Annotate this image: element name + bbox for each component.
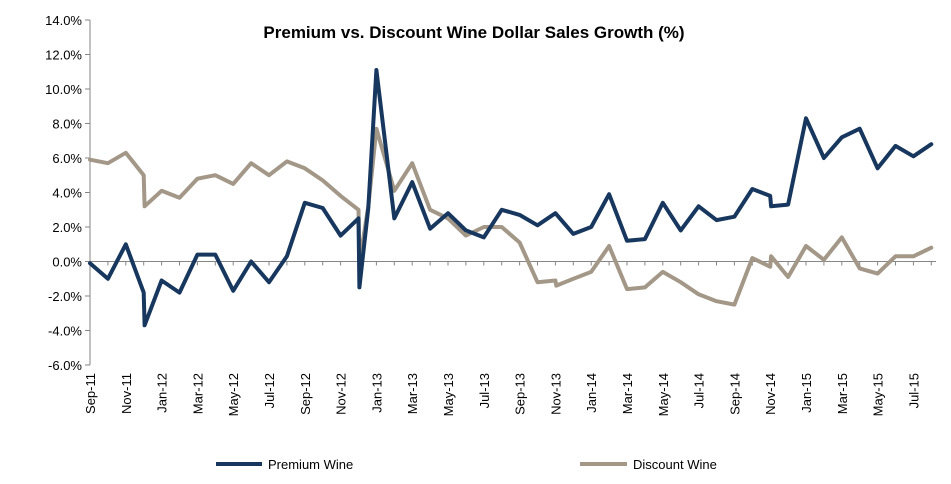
- y-tick-label: -2.0%: [48, 289, 82, 304]
- x-tick-label: Sep-11: [83, 373, 98, 414]
- x-tick-label: Nov-14: [763, 373, 778, 415]
- x-tick-label: Jul-13: [477, 373, 492, 408]
- x-tick-label: Jul-15: [906, 373, 921, 408]
- x-tick-label: Sep-14: [727, 373, 742, 415]
- x-tick-label: Nov-13: [548, 373, 563, 415]
- x-tick-label: May-12: [226, 373, 241, 416]
- x-tick-label: Nov-12: [334, 373, 349, 415]
- x-tick-label: May-15: [871, 373, 886, 416]
- y-tick-label: 0.0%: [52, 255, 82, 270]
- x-tick-label: Nov-11: [119, 373, 134, 414]
- legend: Premium Wine Discount Wine: [216, 457, 717, 472]
- y-tick-label: -4.0%: [48, 324, 82, 339]
- y-tick-label: 10.0%: [45, 82, 82, 97]
- legend-label-discount-wine: Discount Wine: [633, 457, 717, 472]
- x-tick-label: Jan-12: [155, 373, 170, 413]
- x-tick-label: Jan-13: [369, 373, 384, 413]
- x-tick-label: Jul-14: [692, 373, 707, 408]
- x-tick-label: Mar-14: [620, 373, 635, 414]
- x-tick-label: Mar-12: [190, 373, 205, 414]
- x-tick-label: Sep-13: [513, 373, 528, 415]
- x-tick-label: May-13: [441, 373, 456, 416]
- y-tick-label: 14.0%: [45, 13, 82, 28]
- y-tick-label: -6.0%: [48, 358, 82, 373]
- x-tick-label: May-14: [656, 373, 671, 416]
- x-tick-label: Jan-14: [584, 373, 599, 413]
- y-tick-label: 2.0%: [52, 220, 82, 235]
- legend-label-premium-wine: Premium Wine: [268, 457, 353, 472]
- series-line-premium-wine: [88, 68, 934, 328]
- x-tick-label: Sep-12: [298, 373, 313, 415]
- x-tick-label: Jan-15: [799, 373, 814, 413]
- x-tick-label: Mar-13: [405, 373, 420, 414]
- x-axis: Sep-11 Nov-11 Jan-12 Mar-12 May-12 Jul-12 Sep-…: [83, 261, 936, 416]
- y-tick-label: 12.0%: [45, 48, 82, 63]
- x-tick-label: Mar-15: [835, 373, 850, 414]
- chart-title: Premium vs. Discount Wine Dollar Sales G…: [263, 23, 684, 42]
- series-line-discount-wine: [88, 126, 934, 307]
- y-axis: 14.0% 12.0% 10.0% 8.0% 6.0% 4.0% 2.0% 0.0% -2.0%…: [45, 13, 91, 373]
- y-tick-label: 4.0%: [52, 186, 82, 201]
- series-layer: [88, 68, 934, 328]
- y-tick-label: 8.0%: [52, 117, 82, 132]
- x-tick-label: Jul-12: [262, 373, 277, 408]
- y-tick-label: 6.0%: [52, 151, 82, 166]
